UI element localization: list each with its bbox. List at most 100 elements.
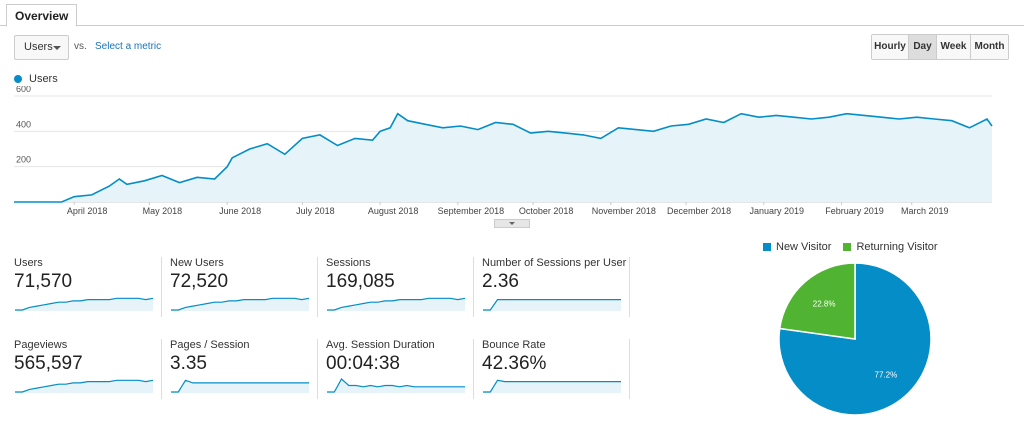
metric-value: 00:04:38 — [326, 353, 400, 374]
y-tick-label: 200 — [16, 155, 31, 165]
metric-tile-users[interactable]: Users 71,570 — [14, 257, 162, 325]
sparkline-line — [171, 297, 310, 311]
metric-label: Bounce Rate — [482, 339, 546, 351]
tile-divider — [317, 339, 318, 399]
sparkline — [483, 379, 621, 393]
pie-value-label: 22.8% — [813, 300, 836, 309]
x-tick-label: December 2018 — [667, 206, 731, 216]
tile-divider — [629, 257, 630, 317]
metric-select-label: Users — [24, 41, 53, 53]
sparkline — [171, 379, 309, 393]
metric-tile-pages-per-session[interactable]: Pages / Session 3.35 — [170, 339, 318, 407]
metric-value: 71,570 — [14, 271, 73, 292]
sparkline-line — [483, 298, 621, 311]
legend-new-visitor[interactable]: New Visitor — [763, 241, 831, 253]
metric-label: Number of Sessions per User — [482, 257, 627, 269]
x-tick-label: September 2018 — [438, 206, 505, 216]
metric-value: 42.36% — [482, 353, 547, 374]
x-tick-label: April 2018 — [67, 206, 108, 216]
metric-tile-avg-session-duration[interactable]: Avg. Session Duration 00:04:38 — [326, 339, 474, 407]
sparkline-area — [327, 298, 465, 311]
sparkline-area — [15, 298, 153, 311]
tile-divider — [473, 257, 474, 317]
caret-down-icon — [53, 46, 61, 50]
granularity-buttons: Hourly Day Week Month — [871, 34, 1009, 60]
day-button[interactable]: Day — [909, 35, 937, 59]
metric-value: 565,597 — [14, 353, 83, 374]
x-tick-label: July 2018 — [296, 206, 335, 216]
visitor-pie-chart[interactable]: 77.2% 22.8% — [775, 258, 935, 420]
tile-divider — [473, 339, 474, 399]
metric-label: Avg. Session Duration — [326, 339, 435, 351]
users-area — [14, 113, 992, 202]
select-metric-link[interactable]: Select a metric — [95, 41, 162, 52]
pie-legend: New Visitor Returning Visitor — [763, 241, 938, 253]
new-visitor-swatch-icon — [763, 243, 771, 251]
metric-tile-sessions-per-user[interactable]: Number of Sessions per User 2.36 — [482, 257, 630, 325]
legend-users-label: Users — [29, 73, 58, 85]
month-button[interactable]: Month — [971, 35, 1008, 59]
metric-label: Users — [14, 257, 43, 269]
metric-label: Sessions — [326, 257, 371, 269]
metric-value: 2.36 — [482, 271, 519, 292]
legend-new-visitor-label: New Visitor — [776, 241, 832, 253]
tile-divider — [161, 257, 162, 317]
sparkline-line — [171, 379, 309, 393]
users-series-line — [14, 112, 993, 203]
returning-visitor-swatch-icon — [843, 243, 852, 251]
sparkline-line — [327, 378, 465, 393]
chart-resize-handle[interactable] — [494, 219, 530, 228]
sparkline-area — [15, 380, 153, 393]
chart-legend: Users — [14, 73, 58, 85]
sparkline — [171, 297, 310, 311]
x-tick-label: June 2018 — [219, 206, 261, 216]
x-tick-label: February 2019 — [825, 206, 884, 216]
week-button[interactable]: Week — [937, 35, 971, 59]
tile-divider — [317, 257, 318, 317]
x-tick-label: March 2019 — [901, 206, 949, 216]
pie-slice-returning-visitor[interactable] — [778, 262, 856, 340]
metric-label: Pages / Session — [170, 339, 250, 351]
tab-bar: Overview — [0, 0, 1024, 27]
sparkline-line — [483, 379, 621, 393]
vs-label: vs. — [74, 41, 87, 52]
sparkline-line — [15, 297, 154, 311]
metric-value: 3.35 — [170, 353, 207, 374]
legend-dot-icon — [14, 75, 22, 83]
tab-overview[interactable]: Overview — [6, 4, 78, 27]
legend-returning-visitor[interactable]: Returning Visitor — [843, 241, 938, 253]
metric-label: Pageviews — [14, 339, 68, 351]
sparkline-area — [483, 380, 621, 393]
sparkline — [327, 297, 466, 311]
sparkline-line — [15, 379, 154, 393]
y-tick-label: 600 — [16, 86, 31, 94]
metric-tile-pageviews[interactable]: Pageviews 565,597 — [14, 339, 162, 407]
metric-label: New Users — [170, 257, 224, 269]
sparkline — [15, 379, 154, 393]
metric-value: 72,520 — [170, 271, 229, 292]
sparkline — [15, 297, 154, 311]
metric-value: 169,085 — [326, 271, 395, 292]
sparkline-area — [327, 379, 465, 393]
x-tick-label: November 2018 — [592, 206, 656, 216]
sparkline-line — [327, 297, 466, 311]
sparkline — [483, 298, 621, 311]
metric-tile-new-users[interactable]: New Users 72,520 — [170, 257, 318, 325]
x-tick-label: January 2019 — [750, 206, 805, 216]
hourly-button[interactable]: Hourly — [872, 35, 909, 59]
sparkline-area — [171, 298, 309, 311]
x-tick-label: May 2018 — [143, 206, 183, 216]
pie-value-label: 77.2% — [875, 371, 898, 380]
x-tick-label: October 2018 — [519, 206, 574, 216]
tile-divider — [629, 339, 630, 399]
tile-divider — [161, 339, 162, 399]
metric-tile-bounce-rate[interactable]: Bounce Rate 42.36% — [482, 339, 630, 407]
y-tick-label: 400 — [16, 119, 31, 129]
metric-select[interactable]: Users — [14, 35, 69, 60]
users-line-chart[interactable]: 200 400 600 April 2018 May 2018 June 2018 July… — [0, 86, 1024, 220]
sparkline-area — [483, 299, 621, 311]
x-tick-label: August 2018 — [368, 206, 419, 216]
metric-tile-sessions[interactable]: Sessions 169,085 — [326, 257, 474, 325]
legend-returning-visitor-label: Returning Visitor — [856, 241, 938, 253]
sparkline — [327, 378, 465, 393]
